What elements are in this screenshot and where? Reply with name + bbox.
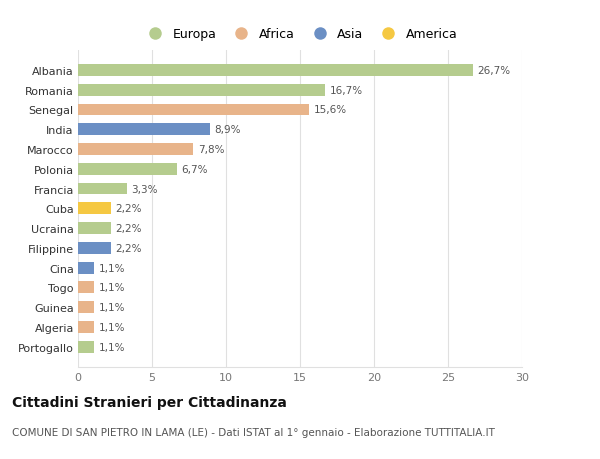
Bar (78, 65, 473, 77)
Bar (78, 242, 110, 254)
Text: 2,2%: 2,2% (115, 204, 142, 214)
Text: 15,6%: 15,6% (313, 105, 346, 115)
Text: 1,1%: 1,1% (99, 263, 125, 273)
Text: 1,1%: 1,1% (99, 342, 125, 352)
Text: 2,2%: 2,2% (115, 243, 142, 253)
Text: 1,1%: 1,1% (99, 322, 125, 332)
Bar (78, 104, 309, 116)
Text: 1,1%: 1,1% (99, 302, 125, 313)
Text: 7,8%: 7,8% (198, 145, 224, 155)
Text: 6,7%: 6,7% (182, 164, 208, 174)
Bar (78, 223, 110, 235)
Bar (78, 341, 94, 353)
Bar (78, 262, 94, 274)
Bar (78, 163, 177, 175)
Text: 2,2%: 2,2% (115, 224, 142, 234)
Text: 3,3%: 3,3% (131, 184, 158, 194)
Text: 1,1%: 1,1% (99, 283, 125, 293)
Bar (78, 203, 110, 215)
Text: Cittadini Stranieri per Cittadinanza: Cittadini Stranieri per Cittadinanza (12, 395, 287, 409)
Text: 16,7%: 16,7% (329, 85, 363, 95)
Text: COMUNE DI SAN PIETRO IN LAMA (LE) - Dati ISTAT al 1° gennaio - Elaborazione TUTT: COMUNE DI SAN PIETRO IN LAMA (LE) - Dati… (12, 427, 495, 437)
Legend: Europa, Africa, Asia, America: Europa, Africa, Asia, America (142, 28, 458, 41)
Bar (78, 84, 325, 96)
Bar (78, 124, 210, 136)
Bar (78, 183, 127, 195)
Bar (78, 282, 94, 294)
Bar (78, 302, 94, 313)
Bar (78, 144, 193, 156)
Text: 26,7%: 26,7% (478, 66, 511, 76)
Text: 8,9%: 8,9% (214, 125, 241, 135)
Bar (78, 321, 94, 333)
